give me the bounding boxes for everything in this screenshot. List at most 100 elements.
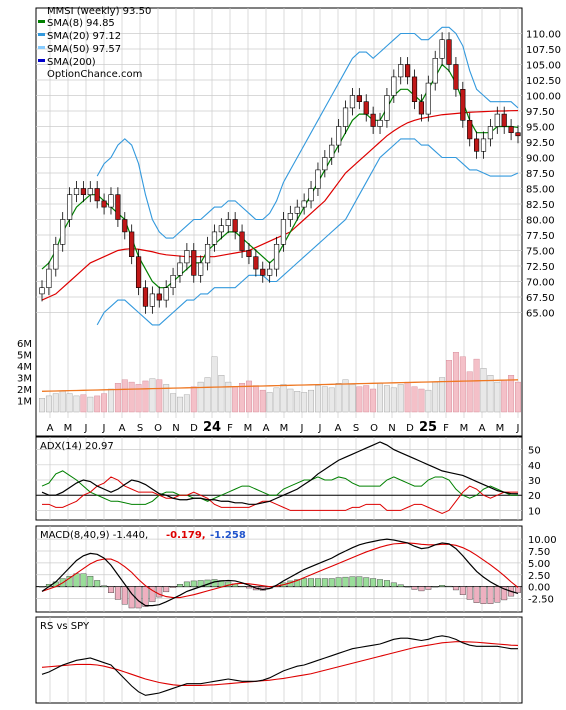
- legend: MMSI (weekly) 93.50 SMA(8) 94.85 SMA(20)…: [38, 6, 151, 80]
- price-panel: 110.00 107.50 105.00 102.50 100.00 97.50 95.00…: [17, 6, 561, 437]
- time-tick-label: M: [64, 423, 73, 434]
- price-tick-label: 82.50: [526, 200, 555, 211]
- time-tick-label: O: [370, 423, 378, 434]
- candle-body: [156, 293, 162, 301]
- candle-body: [129, 231, 135, 257]
- watermark: OptionChance.com: [47, 69, 142, 80]
- volume-tick-label: 6M: [17, 339, 32, 350]
- macd-title: MACD(8,40,9) -1.440,: [40, 530, 148, 541]
- macd-histogram: [39, 573, 521, 609]
- macd-histogram-bar: [142, 586, 149, 607]
- volume-bar: [349, 384, 356, 413]
- volume-bar: [273, 387, 280, 413]
- macd-histogram-bar: [190, 580, 197, 587]
- volume-bar: [39, 398, 45, 413]
- macd-histogram-bar: [397, 584, 404, 587]
- candle-body: [60, 219, 66, 245]
- candle-body: [370, 113, 376, 127]
- volume-bar: [59, 391, 66, 413]
- volume-bar: [466, 371, 473, 413]
- macd-histogram-bar: [487, 586, 494, 604]
- macd-histogram-bar: [452, 586, 459, 591]
- volume-bar: [108, 388, 114, 413]
- candle-body: [329, 144, 335, 158]
- candle-body: [301, 200, 307, 208]
- volume-bar: [515, 381, 521, 413]
- price-overlays: [41, 26, 519, 326]
- candle-body: [342, 107, 349, 127]
- time-tick-label: J: [516, 423, 520, 434]
- macd-tick-label: -2.50: [528, 595, 554, 606]
- legend-sma200: SMA(200): [47, 57, 96, 68]
- volume-tick-label: 4M: [17, 362, 32, 373]
- price-tick-label: 110.00: [526, 30, 561, 41]
- volume-bar: [101, 393, 108, 413]
- candle-body: [494, 113, 500, 127]
- legend-sma50: SMA(50) 97.57: [47, 44, 121, 55]
- chart-title: MMSI (weekly) 93.50: [47, 6, 151, 17]
- price-panel-frame: [35, 7, 523, 437]
- candle-body: [204, 244, 211, 264]
- adx-panel: 50 40 30 20 10 ADX(14) 20.97: [35, 436, 541, 521]
- candle-body: [73, 188, 80, 195]
- volume-bar: [508, 375, 515, 413]
- macd-histogram-bar: [439, 585, 446, 587]
- candle-body: [246, 250, 252, 257]
- macd-histogram-bar: [114, 586, 121, 600]
- adx-tick-label: 40: [528, 461, 541, 472]
- candle-body: [149, 293, 155, 307]
- macd-histogram-bar: [66, 575, 73, 587]
- rs-lines: [41, 635, 519, 696]
- volume-bar: [45, 395, 52, 413]
- adx-tick-label: 20: [528, 491, 541, 502]
- sma8-line: [41, 63, 519, 289]
- volume-bar: [473, 358, 480, 413]
- macd-histogram-bar: [515, 586, 521, 593]
- time-tick-label: J: [300, 423, 304, 434]
- macd-histogram-bar: [183, 581, 190, 587]
- macd-tick-label: 7.50: [528, 547, 550, 558]
- candle-body: [391, 76, 397, 96]
- macd-histogram-bar: [356, 576, 363, 587]
- time-tick-label: A: [479, 423, 486, 434]
- volume-bar: [411, 386, 418, 413]
- volume-bar: [363, 385, 370, 413]
- candle-body: [211, 231, 218, 245]
- macd-tick-label: 10.00: [528, 535, 557, 546]
- volume-tick-label: 3M: [17, 374, 32, 385]
- volume-bar: [446, 360, 452, 413]
- volume-bar: [287, 388, 294, 413]
- macd-histogram-bar: [335, 577, 342, 587]
- time-tick-label: N: [172, 423, 179, 434]
- macd-axis: 10.007.505.002.500.00-2.50: [528, 535, 557, 605]
- candle-body: [453, 64, 459, 90]
- adx-tick-label: 10: [528, 506, 541, 517]
- legend-swatch-sma20: [38, 33, 45, 36]
- macd-histogram-bar: [294, 579, 301, 587]
- adx-tick-label: 50: [528, 446, 541, 457]
- time-tick-label: D: [406, 423, 414, 434]
- candle-body: [253, 256, 259, 270]
- macd-histogram-bar: [108, 586, 114, 593]
- candle-body: [487, 126, 494, 140]
- legend-swatch-sma8: [38, 20, 45, 23]
- time-tick-label: F: [227, 423, 233, 434]
- candle-body: [474, 138, 480, 152]
- volume-bar: [73, 395, 80, 413]
- volume-bar: [183, 394, 190, 413]
- macd-histogram-bar: [101, 585, 108, 587]
- macd-histogram-bar: [135, 586, 142, 609]
- candle-body: [315, 169, 321, 189]
- macd-histogram-bar: [349, 576, 356, 587]
- volume-bar: [170, 393, 177, 413]
- price-tick-label: 70.00: [526, 278, 555, 289]
- macd-histogram-bar: [121, 586, 128, 605]
- macd-histogram-bar: [494, 586, 501, 603]
- time-tick-label: M: [460, 423, 469, 434]
- candle-body: [446, 39, 452, 65]
- macd-histogram-bar: [383, 580, 390, 587]
- adx-title: ADX(14) 20.97: [40, 441, 114, 452]
- volume-bar: [452, 352, 459, 413]
- macd-histogram-bar: [501, 586, 508, 601]
